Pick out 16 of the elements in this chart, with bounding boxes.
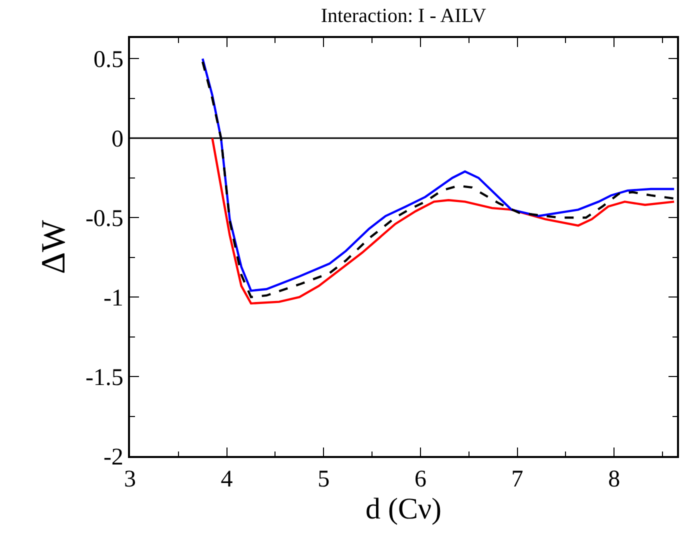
chart-title: Interaction: I - AILV <box>320 5 487 28</box>
x-tick-label: 5 <box>318 466 330 493</box>
y-tick-label: -1 <box>103 285 124 312</box>
x-tick-label: 6 <box>414 466 426 493</box>
x-axis-title: d (Cν) <box>365 492 442 526</box>
y-axis-title: ΔW <box>36 219 73 274</box>
x-tick-label: 8 <box>608 466 620 493</box>
y-tick-label: -2 <box>103 444 124 470</box>
y-tick-label: 0.5 <box>93 47 124 74</box>
x-tick-label: 7 <box>511 466 524 493</box>
x-tick-label: 3 <box>124 466 136 493</box>
line-series <box>211 137 676 305</box>
y-tick-label: -0.5 <box>85 206 124 232</box>
y-tick-label: -1.5 <box>85 364 124 391</box>
x-tick-label: 4 <box>220 466 233 493</box>
y-tick-label: 0 <box>111 126 124 153</box>
